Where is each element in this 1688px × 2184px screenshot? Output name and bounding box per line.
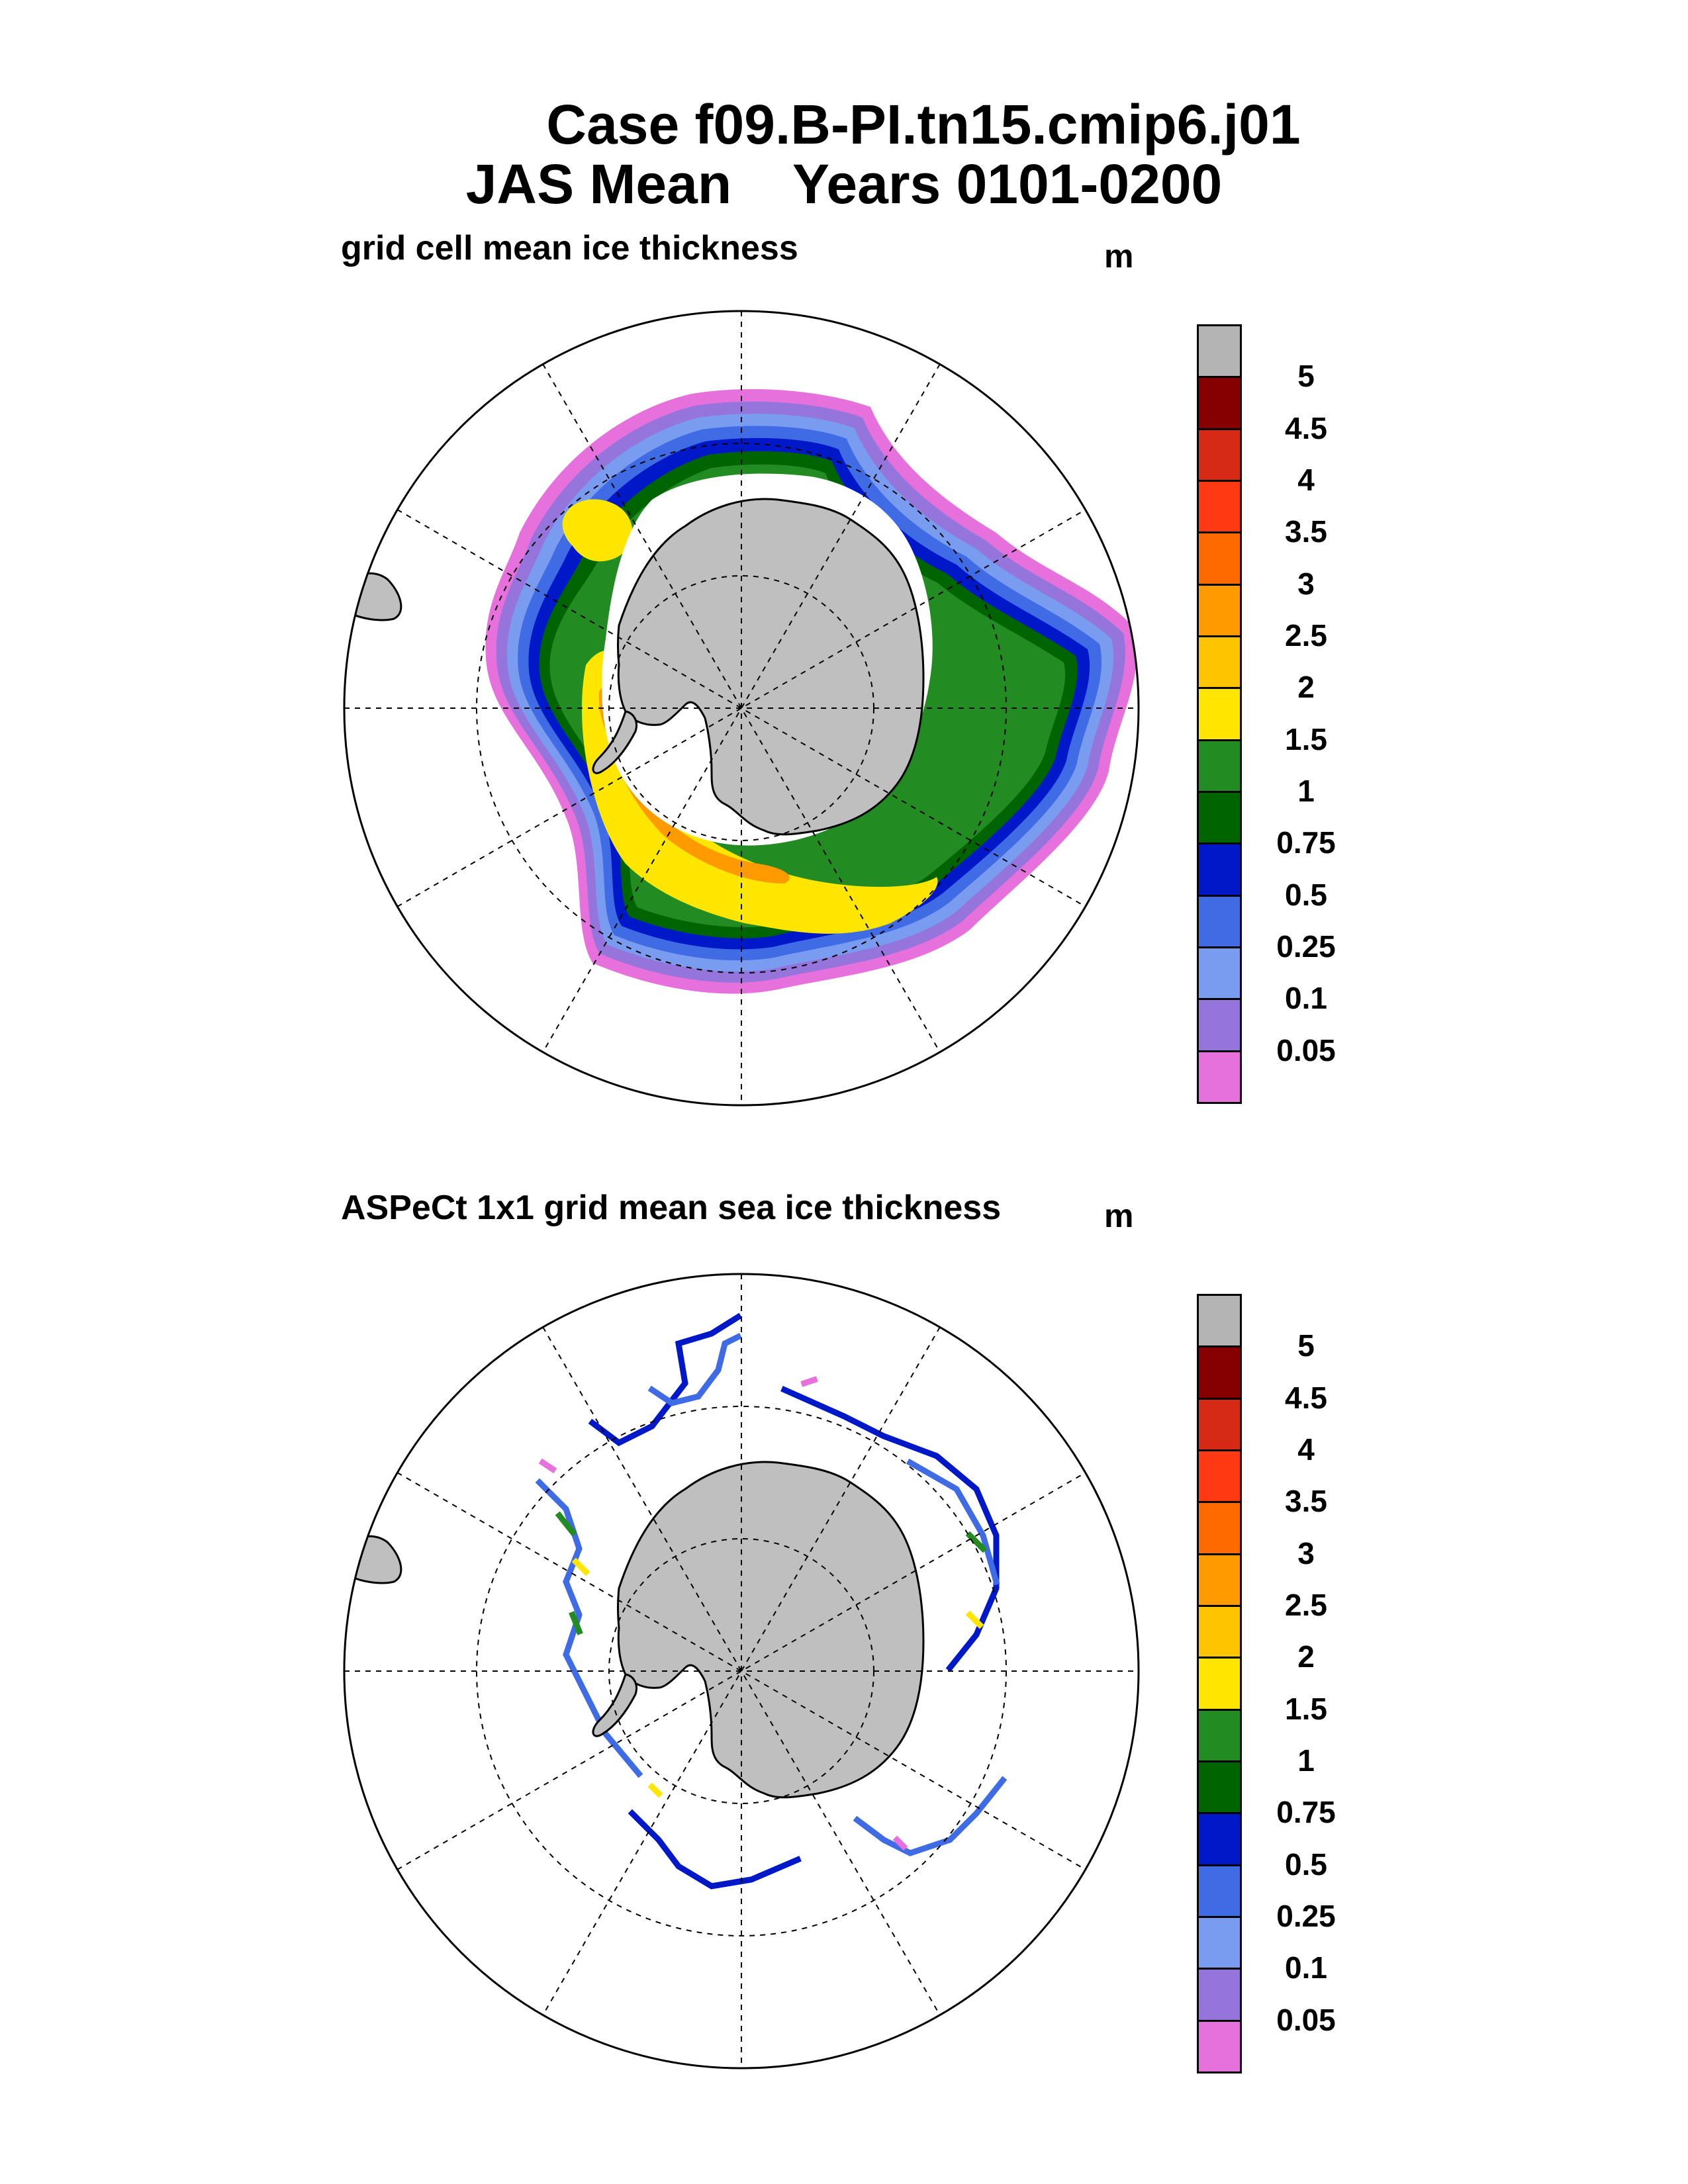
track-amundsen — [853, 1776, 1008, 1856]
antarctic-peninsula — [592, 1673, 637, 1737]
colorbar-label: 3 — [1297, 1535, 1315, 1570]
track-east-ant — [780, 1386, 1000, 1672]
colorbar-label: 2.5 — [1285, 1588, 1327, 1622]
antarctic-ice-thickness-map-aspect — [343, 1273, 1140, 2070]
colorbar-label: 0.25 — [1276, 1899, 1336, 1933]
colorbar-swatch — [1197, 739, 1242, 793]
colorbar-swatch — [1197, 1050, 1242, 1104]
track-pink-1 — [538, 1376, 908, 1851]
colorbar-swatch — [1197, 946, 1242, 1001]
colorbar-label: 4 — [1297, 1432, 1315, 1467]
colorbar-swatch — [1197, 1501, 1242, 1555]
colorbar-label: 4.5 — [1285, 410, 1327, 445]
colorbar-label: 3.5 — [1285, 514, 1327, 549]
colorbar-swatch — [1197, 1812, 1242, 1866]
colorbar-swatch — [1197, 2019, 1242, 2073]
colorbar-label: 4.5 — [1285, 1380, 1327, 1415]
colorbar-label: 4 — [1297, 463, 1315, 497]
colorbar-label: 2 — [1297, 1639, 1315, 1674]
colorbar-swatch — [1197, 1294, 1242, 1348]
antarctic-peninsula — [592, 710, 637, 774]
antarctic-ice-thickness-map-model — [343, 310, 1140, 1107]
graticule — [344, 311, 1139, 1105]
colorbar-swatch — [1197, 791, 1242, 845]
colorbar-label: 0.5 — [1285, 877, 1327, 912]
colorbar-swatch — [1197, 428, 1242, 482]
colorbar-label: 2 — [1297, 670, 1315, 705]
colorbar-swatch — [1197, 583, 1242, 637]
colorbar-swatch — [1197, 998, 1242, 1052]
colorbar-swatch — [1197, 1605, 1242, 1659]
colorbar-swatch — [1197, 1708, 1242, 1762]
track-east-ant-2 — [906, 1458, 1000, 1586]
antarctica-landmass — [617, 498, 925, 836]
colorbar-swatch — [1197, 480, 1242, 534]
panel-2-units: m — [1104, 1197, 1134, 1234]
panel-1-title: grid cell mean ice thickness — [341, 229, 798, 267]
colorbar-label: 0.1 — [1285, 1950, 1327, 1985]
colorbar-label: 0.75 — [1276, 1795, 1336, 1830]
figure-title-period: JAS Mean Years 0101-0200 — [465, 153, 1223, 215]
colorbar-swatch — [1197, 531, 1242, 586]
colorbar-label: 0.05 — [1276, 1032, 1336, 1068]
colorbar-swatch — [1197, 1968, 1242, 2022]
colorbar-swatch — [1197, 635, 1242, 690]
colorbar-swatch — [1197, 1449, 1242, 1504]
colorbar-label: 1.5 — [1285, 1691, 1327, 1726]
colorbar-swatch — [1197, 376, 1242, 430]
colorbar-label: 1.5 — [1285, 721, 1327, 756]
colorbar-swatch — [1197, 842, 1242, 897]
colorbar-swatch — [1197, 1345, 1242, 1400]
colorbar-label: 1 — [1297, 1743, 1315, 1778]
track-yellow-1 — [571, 1557, 984, 1798]
colorbar-swatch — [1197, 1760, 1242, 1815]
track-weddell-east — [628, 1809, 802, 1889]
panel-1-units: m — [1104, 238, 1134, 275]
colorbar-label: 0.1 — [1285, 981, 1327, 1016]
panel-1-colorbar: 5 4.5 4 3.5 3 2.5 2 1.5 1 0.75 0.5 0.25 0.1 0.05 — [1197, 324, 1336, 1104]
colorbar-label: 0.05 — [1276, 2002, 1336, 2037]
colorbar-label: 3.5 — [1285, 1484, 1327, 1519]
track-ross-north — [588, 1312, 743, 1447]
panel-2-title: ASPeCt 1x1 grid mean sea ice thickness — [341, 1189, 1002, 1227]
figure-title-case: Case f09.B-PI.tn15.cmip6.j01 — [546, 93, 1301, 156]
colorbar-label: 5 — [1297, 1328, 1315, 1363]
colorbar-label: 1 — [1297, 774, 1315, 808]
colorbar-label: 2.5 — [1285, 618, 1327, 653]
colorbar-swatch — [1197, 324, 1242, 379]
colorbar-label: 0.75 — [1276, 825, 1336, 860]
colorbar-swatch — [1197, 1657, 1242, 1711]
colorbar-label: 3 — [1297, 566, 1315, 601]
colorbar-label: 0.5 — [1285, 1846, 1327, 1882]
colorbar-label: 0.25 — [1276, 929, 1336, 964]
ice-thick-weddell — [582, 650, 938, 934]
colorbar-swatch — [1197, 1553, 1242, 1607]
colorbar-label: 5 — [1297, 359, 1315, 394]
track-ross-south — [647, 1332, 743, 1406]
panel-2-colorbar: 5 4.5 4 3.5 3 2.5 2 1.5 1 0.75 0.5 0.25 0.1 0.05 — [1197, 1294, 1336, 2073]
colorbar-swatch — [1197, 894, 1242, 948]
ice-thick-ross — [562, 499, 633, 562]
colorbar-swatch — [1197, 1916, 1242, 1970]
aspect-observation-tracks — [535, 1312, 1008, 1889]
colorbar-swatch — [1197, 1864, 1242, 1918]
graticule — [344, 1274, 1139, 2068]
colorbar-swatch — [1197, 687, 1242, 741]
track-green-1 — [555, 1511, 988, 1635]
antarctica-landmass — [617, 1461, 925, 1799]
colorbar-swatch — [1197, 1397, 1242, 1451]
